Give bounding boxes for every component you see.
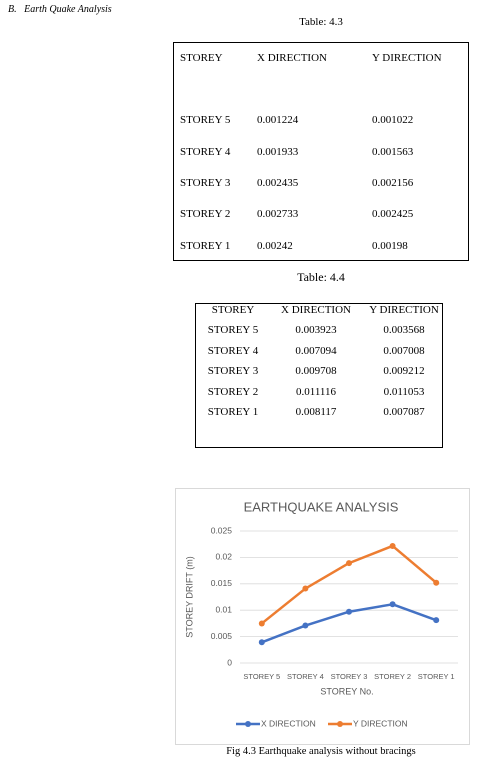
column-header: STOREY <box>211 304 255 316</box>
table-border <box>195 303 443 448</box>
table-cell: 0.008117 <box>295 406 337 418</box>
table-border <box>173 42 469 261</box>
x-tick-label: STOREY 5 <box>243 672 280 681</box>
data-point <box>389 542 396 549</box>
table-cell: 0.007087 <box>383 406 425 418</box>
x-tick-label: STOREY 1 <box>418 672 455 681</box>
data-point <box>389 601 396 608</box>
x-tick-label: STOREY 3 <box>331 672 368 681</box>
table-caption: Table: 4.4 <box>297 270 345 284</box>
y-tick-label: 0 <box>227 657 232 667</box>
y-axis-title: STOREY DRIFT (m) <box>184 556 194 638</box>
data-point <box>258 620 265 627</box>
y-tick-label: 0.02 <box>215 552 232 562</box>
legend-label: Y DIRECTION <box>353 718 408 728</box>
table-cell: STOREY 1 <box>180 240 231 252</box>
section-number: B. <box>8 4 17 15</box>
section-title: Earth Quake Analysis <box>24 4 112 15</box>
x-axis-title: STOREY No. <box>320 686 373 696</box>
data-point <box>302 622 309 629</box>
table-cell: STOREY 2 <box>207 386 259 398</box>
table-caption: Table: 4.3 <box>299 16 343 28</box>
table-cell: 0.007094 <box>295 345 337 357</box>
y-tick-label: 0.005 <box>211 631 233 641</box>
table-cell: 0.002425 <box>372 208 414 220</box>
table-cell: 0.00242 <box>257 240 293 252</box>
table-cell: STOREY 4 <box>207 345 259 357</box>
table-cell: STOREY 5 <box>180 114 231 126</box>
chart-border <box>175 488 470 745</box>
table-cell: STOREY 2 <box>180 208 231 220</box>
legend-marker <box>245 721 251 727</box>
data-point <box>433 617 440 624</box>
table-cell: 0.009212 <box>383 365 425 377</box>
y-tick-label: 0.01 <box>215 604 232 614</box>
table-cell: 0.00198 <box>372 240 408 252</box>
table-cell: 0.002435 <box>257 177 299 189</box>
table-cell: 0.009708 <box>295 365 337 377</box>
data-point <box>346 560 352 567</box>
data-point <box>258 639 265 646</box>
column-header: X DIRECTION <box>257 52 327 64</box>
chart-title: EARTHQUAKE ANALYSIS <box>244 499 399 514</box>
section-heading: B. Earth Quake Analysis <box>8 5 112 15</box>
table-cell: 0.003568 <box>383 324 425 336</box>
y-tick-label: 0.015 <box>211 578 233 588</box>
column-header: X DIRECTION <box>281 304 351 316</box>
data-point <box>433 579 440 586</box>
y-tick-label: 0.025 <box>211 525 233 535</box>
column-header: Y DIRECTION <box>369 304 439 316</box>
column-header: STOREY <box>180 52 223 64</box>
data-point <box>346 608 352 615</box>
table-cell: 0.011053 <box>383 386 425 398</box>
table-cell: 0.001022 <box>372 114 414 126</box>
table-cell: STOREY 1 <box>207 406 259 418</box>
column-header: Y DIRECTION <box>372 52 442 64</box>
table-cell: 0.002733 <box>257 208 299 220</box>
table-cell: 0.002156 <box>372 177 414 189</box>
figure-caption: Fig 4.3 Earthquake analysis without brac… <box>226 746 416 757</box>
x-tick-label: STOREY 4 <box>287 672 324 681</box>
table-cell: STOREY 5 <box>207 324 259 336</box>
table-cell: STOREY 3 <box>180 177 231 189</box>
table-cell: 0.011116 <box>295 386 337 398</box>
table-cell: 0.003923 <box>295 324 337 336</box>
table-cell: 0.001563 <box>372 146 414 158</box>
table-cell: STOREY 4 <box>180 146 231 158</box>
table-cell: STOREY 3 <box>207 365 259 377</box>
table-cell: 0.007008 <box>383 345 425 357</box>
table-cell: 0.001933 <box>257 146 299 158</box>
x-tick-label: STOREY 2 <box>374 672 411 681</box>
table-cell: 0.001224 <box>257 114 299 126</box>
data-point <box>302 585 309 592</box>
legend-marker <box>337 721 343 727</box>
legend-label: X DIRECTION <box>261 718 316 728</box>
